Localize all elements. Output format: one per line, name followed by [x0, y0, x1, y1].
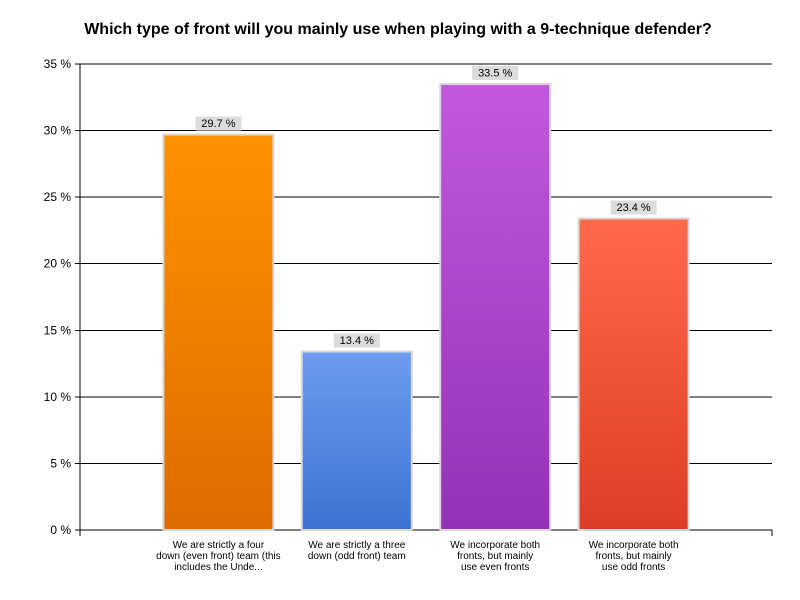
bar	[162, 133, 275, 532]
bars	[162, 82, 690, 532]
chart-title: Which type of front will you mainly use …	[84, 21, 712, 38]
bar	[439, 82, 552, 531]
labels: 0 % 5 % 10 % 15 % 20 % 25 % 30 % 35 % 29.7 % We a…	[44, 57, 679, 573]
x-tick-label: We incorporate both fronts, but mainly use…	[589, 540, 679, 573]
data-label: 33.5 %	[478, 67, 512, 79]
data-label-box	[195, 116, 242, 131]
x-tick-label: We are strictly a four down (even front) …	[156, 540, 281, 573]
bar	[300, 350, 413, 531]
y-tick-label: 0 %	[50, 523, 71, 537]
bar	[577, 217, 690, 531]
data-label: 23.4 %	[616, 202, 650, 214]
y-tick-label: 30 %	[44, 124, 72, 138]
y-tick-label: 35 %	[44, 57, 72, 71]
y-tick-label: 10 %	[44, 390, 72, 404]
y-tick-label: 15 %	[44, 323, 72, 337]
data-label: 29.7 %	[201, 118, 235, 130]
data-label: 13.4 %	[340, 335, 374, 347]
data-label-box	[472, 65, 519, 80]
y-tick-label: 20 %	[44, 257, 72, 271]
x-tick-label: We are strictly a three down (odd front) …	[308, 540, 406, 562]
data-label-box	[610, 200, 657, 215]
x-tick-label: We incorporate both fronts, but mainly use…	[450, 540, 540, 573]
y-tick-label: 25 %	[44, 190, 72, 204]
y-tick-label: 5 %	[50, 456, 71, 470]
data-label-box	[333, 333, 380, 348]
